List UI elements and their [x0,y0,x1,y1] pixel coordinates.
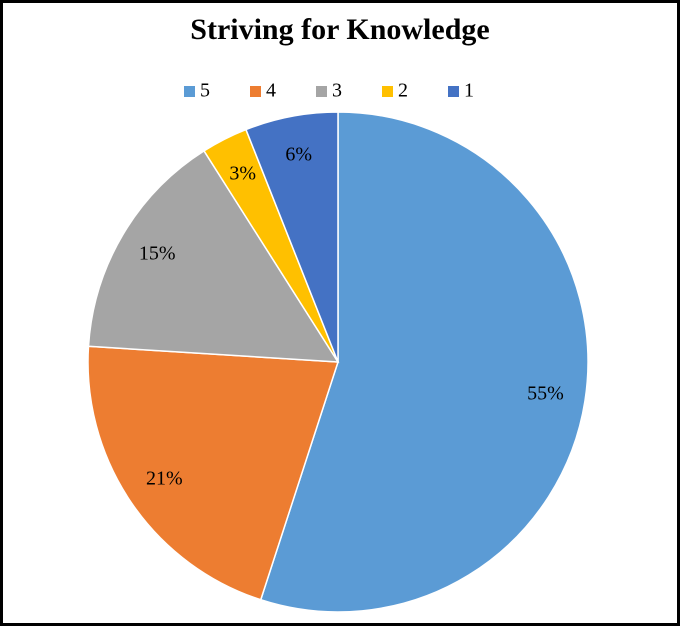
legend-label: 5 [200,80,210,102]
legend-label: 3 [332,80,342,102]
pie-slice [87,345,340,601]
data-label: 3% [229,162,256,184]
legend-swatch [250,86,261,97]
pie-slice [87,149,340,363]
data-label: 15% [139,243,176,265]
legend-swatch [316,86,327,97]
legend-swatch [184,86,195,97]
legend-swatch [448,86,459,97]
data-label: 6% [285,143,312,165]
legend-swatch [382,86,393,97]
chart-title: Striving for Knowledge [190,13,489,46]
pie-slice [244,111,339,363]
legend-label: 1 [464,80,474,102]
pie-slice [259,111,589,613]
legend-label: 2 [398,80,408,102]
data-label: 21% [146,468,183,490]
legend-label: 4 [266,80,276,102]
data-label: 55% [527,382,564,404]
